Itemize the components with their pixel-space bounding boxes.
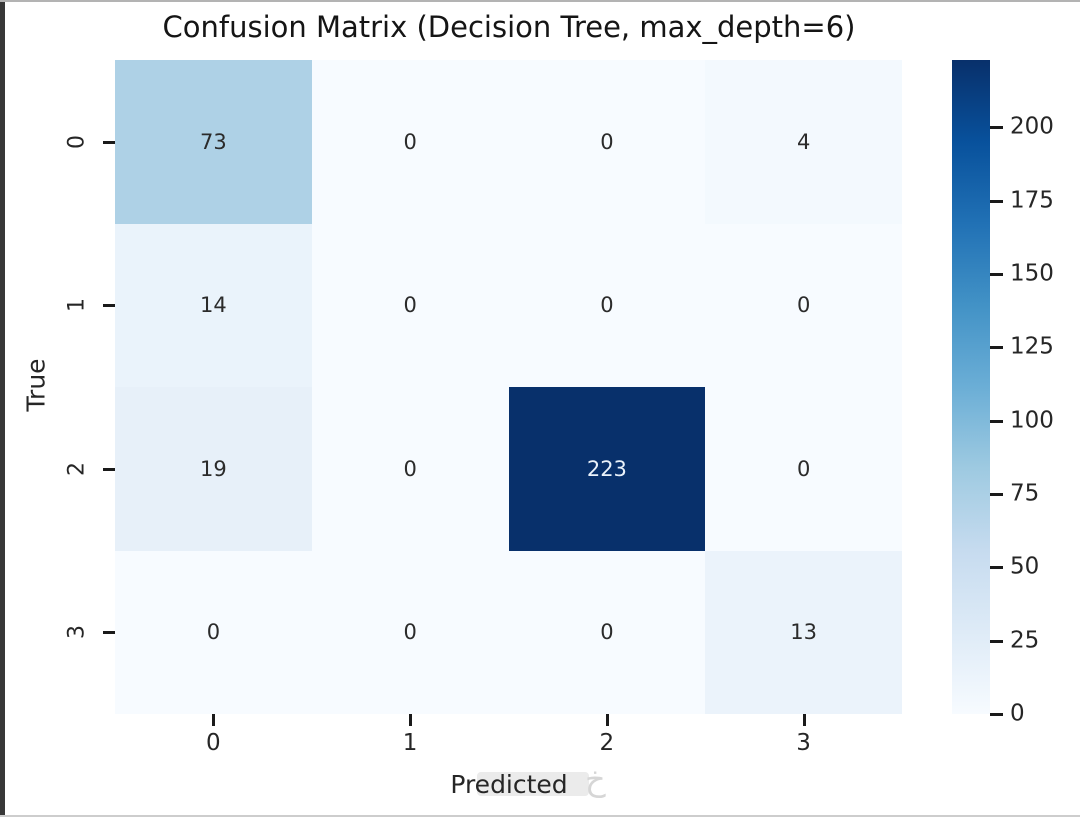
cell-value: 0 xyxy=(600,620,614,645)
x-tickmark xyxy=(605,714,609,726)
heatmap-cell-r0c0: 73 xyxy=(115,60,312,224)
colorbar-ticklabels: 0 25 50 75 100 125 150 175 200 xyxy=(990,60,1080,726)
colorbar xyxy=(952,60,990,714)
heatmap-cell-r1c2: 0 xyxy=(508,223,706,387)
colorbar-ticklabel: 50 xyxy=(1010,553,1040,580)
colorbar-tickmark xyxy=(990,346,1003,350)
heatmap-cell-r0c1: 0 xyxy=(311,60,509,224)
colorbar-ticklabel: 200 xyxy=(1010,113,1054,140)
heatmap-cell-r1c0: 14 xyxy=(115,223,312,387)
y-ticklabel: 0 xyxy=(64,134,90,149)
watermark-glyph: خ xyxy=(585,760,606,798)
cell-value: 0 xyxy=(206,620,221,645)
colorbar-ticklabel: 175 xyxy=(1010,187,1054,214)
cell-value: 0 xyxy=(796,456,811,481)
cell-value: 0 xyxy=(796,293,811,318)
x-ticklabel: 3 xyxy=(796,730,811,756)
heatmap-cell-r3c3: 13 xyxy=(705,550,902,714)
heatmap-cell-r1c1: 0 xyxy=(311,223,509,387)
colorbar-ticklabel: 0 xyxy=(1010,700,1025,727)
cell-value: 19 xyxy=(200,456,227,481)
x-ticklabel: 0 xyxy=(206,730,221,756)
y-tickmark xyxy=(103,140,115,144)
heatmap-cell-r3c2: 0 xyxy=(508,550,706,714)
y-tickmark xyxy=(103,304,115,308)
cell-value: 0 xyxy=(600,293,614,318)
y-ticklabel: 2 xyxy=(64,461,90,476)
cell-value: 0 xyxy=(600,129,614,154)
cell-value: 223 xyxy=(586,456,627,481)
y-axis-tickmarks xyxy=(103,60,115,714)
colorbar-tickmark xyxy=(990,566,1003,570)
x-tickmark xyxy=(409,714,413,726)
cell-value: 13 xyxy=(790,620,817,645)
x-ticklabel: 1 xyxy=(402,730,418,756)
colorbar-ticklabel: 75 xyxy=(1010,480,1040,507)
colorbar-ticklabel: 150 xyxy=(1010,260,1054,287)
cell-value: 0 xyxy=(403,129,417,154)
cell-value: 73 xyxy=(200,129,227,154)
x-tickmark xyxy=(212,714,216,726)
y-axis-label: True xyxy=(21,358,51,412)
y-ticklabel: 3 xyxy=(64,625,90,640)
heatmap-cell-r2c3: 0 xyxy=(705,387,902,551)
y-tickmark xyxy=(103,631,115,635)
window-left-edge xyxy=(0,2,5,815)
cell-value: 0 xyxy=(403,293,417,318)
cell-value: 4 xyxy=(796,129,811,154)
heatmap-cell-r3c1: 0 xyxy=(311,550,509,714)
y-axis-ticklabels: 0 1 2 3 xyxy=(62,60,92,714)
cell-value: 14 xyxy=(200,293,227,318)
heatmap-cell-r2c1: 0 xyxy=(311,387,509,551)
cell-value: 0 xyxy=(403,456,417,481)
cell-value: 0 xyxy=(403,620,417,645)
x-axis-label: Predicted xyxy=(450,770,568,799)
x-axis-ticklabels: 0 1 2 3 xyxy=(115,730,902,758)
colorbar-tickmark xyxy=(990,639,1003,643)
heatmap-cell-r2c0: 19 xyxy=(115,387,312,551)
heatmap-cell-r3c0: 0 xyxy=(115,550,312,714)
heatmap-grid: 73 0 0 4 14 0 0 0 19 0 223 0 0 0 0 13 xyxy=(115,60,902,714)
watermark-backdrop xyxy=(477,772,589,796)
y-ticklabel: 1 xyxy=(64,298,90,313)
x-axis-tickmarks xyxy=(115,714,902,726)
colorbar-tickmark xyxy=(990,419,1003,423)
heatmap-cell-r0c3: 4 xyxy=(705,60,902,224)
colorbar-tickmark xyxy=(990,199,1003,203)
y-tickmark xyxy=(103,467,115,471)
chart-title: Confusion Matrix (Decision Tree, max_dep… xyxy=(162,10,856,44)
colorbar-tickmark xyxy=(990,713,1003,716)
heatmap-cell-r0c2: 0 xyxy=(508,60,706,224)
colorbar-ticklabel: 125 xyxy=(1010,333,1054,360)
heatmap-cell-r2c2: 223 xyxy=(508,387,706,551)
x-tickmark xyxy=(802,714,806,726)
colorbar-tickmark xyxy=(990,273,1003,277)
colorbar-ticklabel: 100 xyxy=(1010,407,1054,434)
colorbar-tickmark xyxy=(990,126,1003,130)
colorbar-tickmark xyxy=(990,493,1003,497)
x-ticklabel: 2 xyxy=(599,730,615,756)
heatmap-cell-r1c3: 0 xyxy=(705,223,902,387)
colorbar-ticklabel: 25 xyxy=(1010,627,1040,654)
